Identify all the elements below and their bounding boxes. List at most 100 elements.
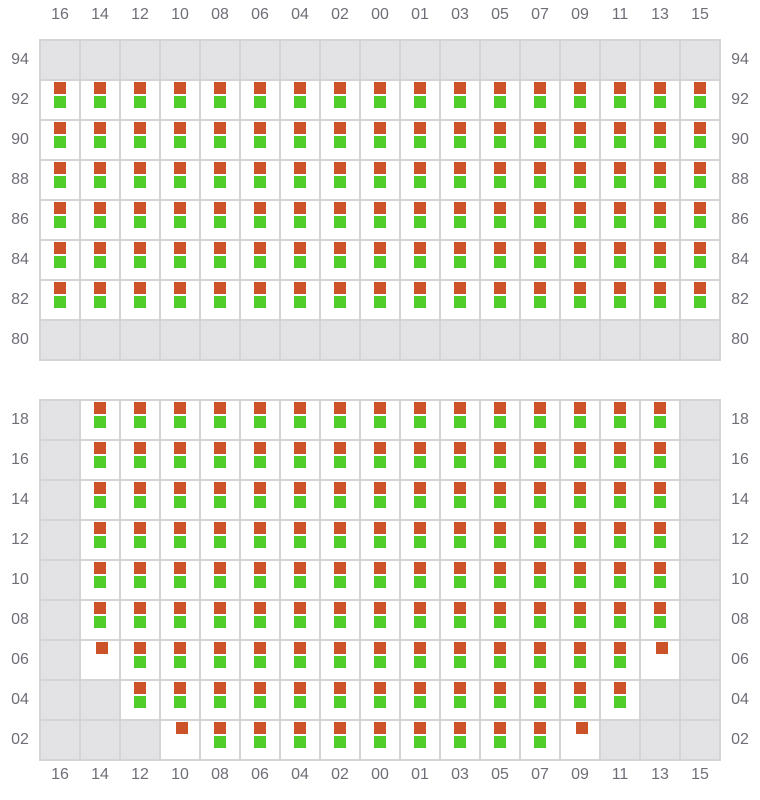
seat-cell[interactable] [321,561,361,601]
seat-cell[interactable] [241,121,281,161]
seat-cell[interactable] [161,161,201,201]
seat-cell[interactable] [321,481,361,521]
seat-cell[interactable] [281,401,321,441]
seat-cell[interactable] [281,441,321,481]
seat-cell[interactable] [201,641,241,681]
seat-cell[interactable] [441,281,481,321]
seat-cell[interactable] [481,281,521,321]
seat-cell[interactable] [121,641,161,681]
seat-cell[interactable] [241,481,281,521]
seat-cell[interactable] [281,81,321,121]
seat-cell[interactable] [601,681,641,721]
seat-cell[interactable] [561,441,601,481]
seat-cell[interactable] [641,641,681,681]
seat-cell[interactable] [81,281,121,321]
seat-cell[interactable] [241,721,281,761]
seat-cell[interactable] [81,521,121,561]
seat-cell[interactable] [321,121,361,161]
seat-cell[interactable] [241,521,281,561]
seat-cell[interactable] [81,601,121,641]
seat-cell[interactable] [481,441,521,481]
seat-cell[interactable] [281,161,321,201]
seat-cell[interactable] [281,721,321,761]
seat-cell[interactable] [401,121,441,161]
seat-cell[interactable] [601,241,641,281]
seat-cell[interactable] [641,561,681,601]
seat-cell[interactable] [161,601,201,641]
seat-cell[interactable] [161,201,201,241]
seat-cell[interactable] [281,281,321,321]
seat-cell[interactable] [561,241,601,281]
seat-cell[interactable] [521,81,561,121]
seat-cell[interactable] [481,241,521,281]
seat-cell[interactable] [161,441,201,481]
seat-cell[interactable] [241,641,281,681]
seat-cell[interactable] [681,121,721,161]
seat-cell[interactable] [81,401,121,441]
seat-cell[interactable] [481,201,521,241]
seat-cell[interactable] [81,561,121,601]
seat-cell[interactable] [321,601,361,641]
seat-cell[interactable] [161,681,201,721]
seat-cell[interactable] [481,681,521,721]
seat-cell[interactable] [121,81,161,121]
seat-cell[interactable] [441,401,481,441]
seat-cell[interactable] [241,561,281,601]
seat-cell[interactable] [321,521,361,561]
seat-cell[interactable] [201,721,241,761]
seat-cell[interactable] [601,601,641,641]
seat-cell[interactable] [361,81,401,121]
seat-cell[interactable] [201,601,241,641]
seat-cell[interactable] [121,601,161,641]
seat-cell[interactable] [361,681,401,721]
seat-cell[interactable] [161,641,201,681]
seat-cell[interactable] [241,201,281,241]
seat-cell[interactable] [561,521,601,561]
seat-cell[interactable] [521,521,561,561]
seat-cell[interactable] [361,601,401,641]
seat-cell[interactable] [41,241,81,281]
seat-cell[interactable] [281,241,321,281]
seat-cell[interactable] [441,241,481,281]
seat-cell[interactable] [81,481,121,521]
seat-cell[interactable] [121,481,161,521]
seat-cell[interactable] [161,481,201,521]
seat-cell[interactable] [361,441,401,481]
seat-cell[interactable] [481,481,521,521]
seat-cell[interactable] [601,281,641,321]
seat-cell[interactable] [121,241,161,281]
seat-cell[interactable] [521,681,561,721]
seat-cell[interactable] [401,161,441,201]
seat-cell[interactable] [481,641,521,681]
seat-cell[interactable] [561,601,601,641]
seat-cell[interactable] [521,721,561,761]
seat-cell[interactable] [561,81,601,121]
seat-cell[interactable] [361,161,401,201]
seat-cell[interactable] [321,201,361,241]
seat-cell[interactable] [121,561,161,601]
seat-cell[interactable] [481,521,521,561]
seat-cell[interactable] [161,401,201,441]
seat-cell[interactable] [521,281,561,321]
seat-cell[interactable] [401,601,441,641]
seat-cell[interactable] [201,521,241,561]
seat-cell[interactable] [121,161,161,201]
seat-cell[interactable] [321,441,361,481]
seat-cell[interactable] [361,201,401,241]
seat-cell[interactable] [321,401,361,441]
seat-cell[interactable] [441,601,481,641]
seat-cell[interactable] [241,161,281,201]
seat-cell[interactable] [561,121,601,161]
seat-cell[interactable] [681,201,721,241]
seat-cell[interactable] [681,241,721,281]
seat-cell[interactable] [201,241,241,281]
seat-cell[interactable] [281,681,321,721]
seat-cell[interactable] [121,401,161,441]
seat-cell[interactable] [201,481,241,521]
seat-cell[interactable] [201,441,241,481]
seat-cell[interactable] [321,81,361,121]
seat-cell[interactable] [521,641,561,681]
seat-cell[interactable] [561,281,601,321]
seat-cell[interactable] [161,521,201,561]
seat-cell[interactable] [441,81,481,121]
